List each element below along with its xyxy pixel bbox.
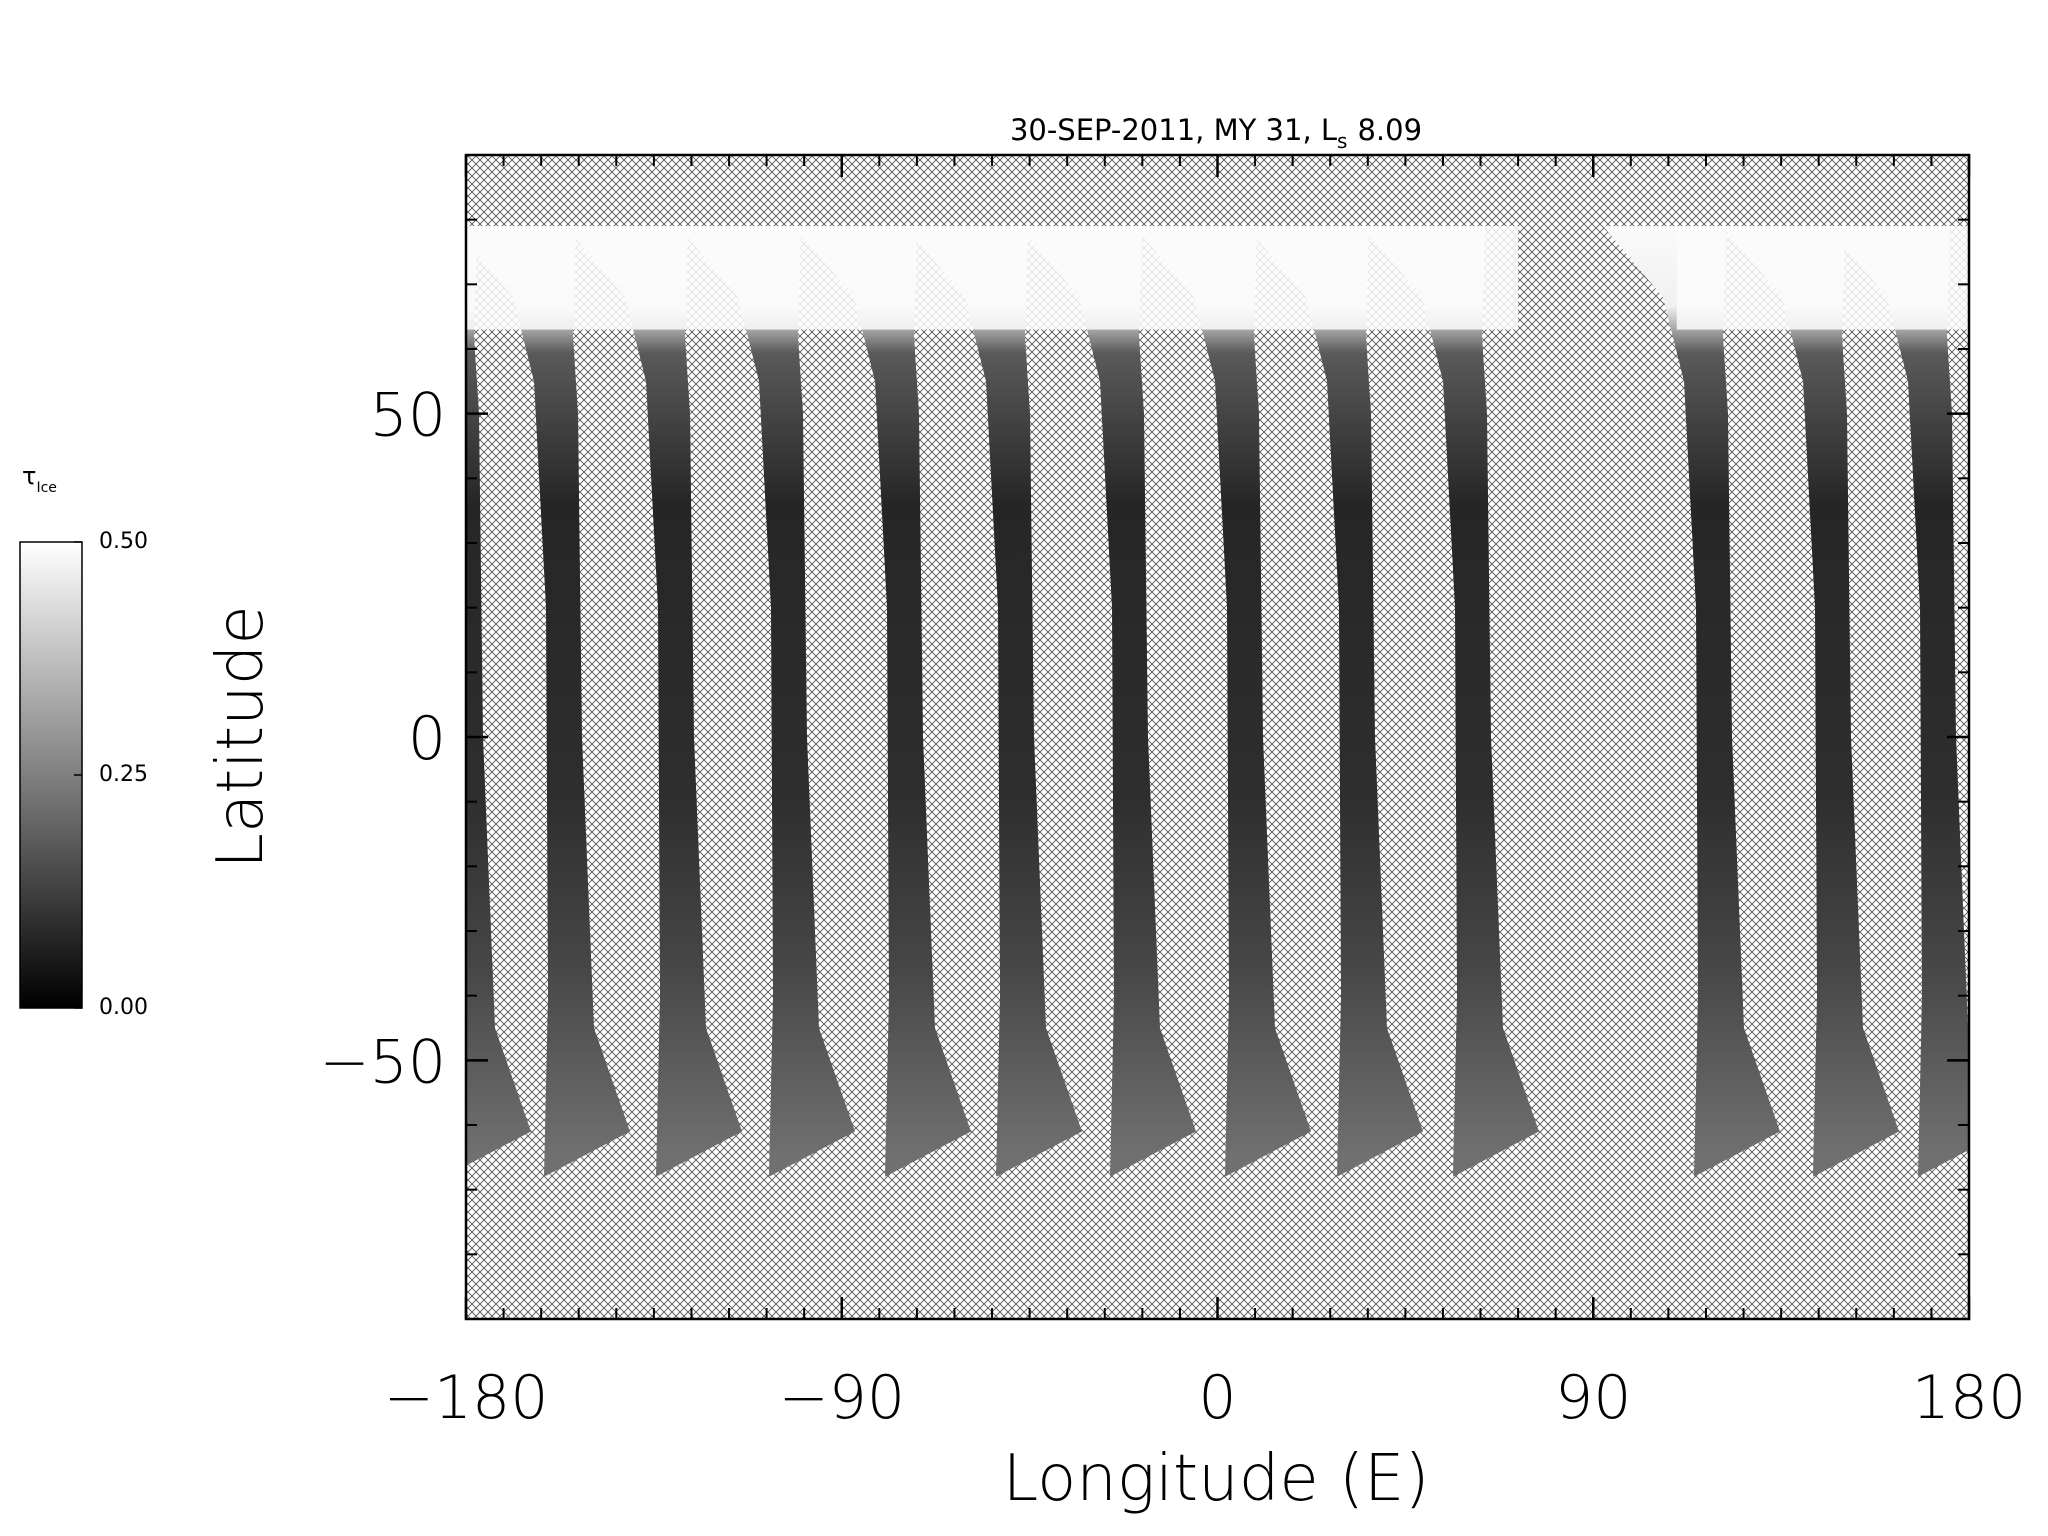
colorbar-tick-label: 0.00 <box>99 995 148 1020</box>
colorbar-tick-label: 0.50 <box>99 529 148 554</box>
swath <box>1246 226 1423 1177</box>
x-axis-title: Longitude (E) <box>1003 1442 1430 1516</box>
swath <box>1603 226 1780 1177</box>
x-tick-label: 180 <box>1912 1363 2027 1433</box>
swath <box>794 226 971 1177</box>
polar-cap-band <box>466 226 1519 330</box>
colorbar-label: τ <box>22 462 36 490</box>
y-tick-label: −50 <box>319 1027 446 1097</box>
swath <box>1722 226 1899 1177</box>
y-tick-label: 0 <box>408 704 446 774</box>
swath <box>678 226 855 1177</box>
colorbar <box>19 541 83 1009</box>
swath <box>1362 226 1539 1177</box>
y-axis-title: Latitude <box>204 605 278 868</box>
swath <box>1827 226 1969 1177</box>
swath <box>1019 226 1196 1177</box>
x-tick-label: 0 <box>1198 1363 1236 1433</box>
x-tick-label: −90 <box>778 1363 905 1433</box>
chart-title: 30-SEP-2011, MY 31, Ls 8.09 <box>1010 113 1422 153</box>
swath <box>565 226 742 1177</box>
swaths <box>466 226 1969 1177</box>
title-subscript: s <box>1337 129 1347 153</box>
colorbar-label-subscript: Ice <box>36 480 56 496</box>
swath <box>466 226 531 1166</box>
title-text: 30-SEP-2011, MY 31, L <box>1010 113 1337 147</box>
swath <box>905 226 1082 1177</box>
polar-cap-band <box>1676 226 1969 330</box>
colorbar-tick-label: 0.25 <box>99 762 148 787</box>
title-value: 8.09 <box>1357 113 1422 147</box>
x-tick-label: −180 <box>384 1363 549 1433</box>
swath <box>1134 226 1311 1177</box>
y-tick-label: 50 <box>370 381 446 451</box>
swath <box>466 226 630 1177</box>
colorbar-title: τIce <box>22 462 57 496</box>
plot-area <box>464 153 1971 1321</box>
x-tick-label: 90 <box>1555 1363 1631 1433</box>
